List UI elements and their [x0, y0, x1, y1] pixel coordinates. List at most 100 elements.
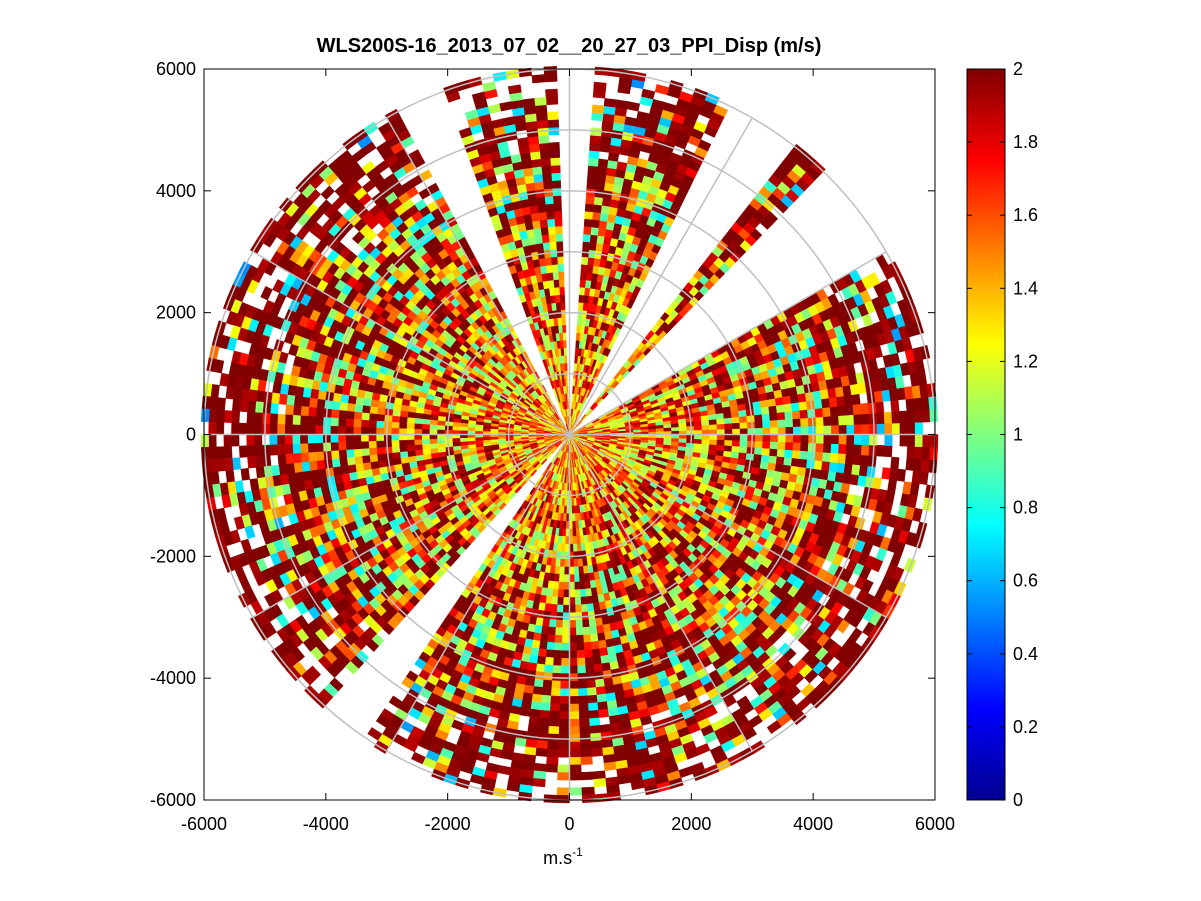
data-cell — [414, 418, 423, 425]
data-cell — [316, 460, 326, 471]
data-cell — [599, 212, 609, 222]
data-cell — [529, 708, 541, 718]
data-cell — [716, 423, 725, 430]
data-cell — [307, 443, 317, 454]
data-cell — [701, 424, 710, 431]
data-cell — [562, 528, 567, 537]
data-cell — [338, 410, 348, 420]
data-cell — [299, 434, 308, 445]
data-cell — [582, 241, 590, 250]
data-cell — [414, 423, 423, 430]
data-cell — [529, 654, 539, 664]
data-cell — [429, 438, 438, 445]
data-cell — [709, 423, 718, 430]
data-cell — [799, 409, 809, 419]
data-cell — [338, 449, 348, 459]
data-cell — [300, 452, 310, 463]
data-cell — [254, 412, 263, 425]
data-cell — [246, 434, 255, 447]
data-cell — [731, 416, 740, 424]
data-cell — [761, 413, 771, 422]
data-cell — [352, 434, 362, 443]
data-cell — [361, 455, 371, 464]
data-cell — [777, 419, 786, 428]
data-cell — [316, 398, 326, 409]
data-cell — [693, 425, 703, 431]
data-cell — [337, 442, 347, 451]
data-cell — [587, 257, 595, 266]
data-cell — [278, 393, 288, 405]
data-cell — [598, 220, 608, 230]
data-cell — [216, 397, 226, 411]
data-cell — [231, 422, 240, 435]
data-cell — [330, 450, 340, 460]
data-cell — [354, 456, 364, 465]
data-cell — [813, 398, 823, 409]
data-cell — [597, 227, 606, 237]
data-cell — [391, 428, 400, 435]
data-cell — [775, 404, 785, 413]
data-cell — [529, 205, 539, 215]
data-cell — [595, 181, 606, 191]
data-cell — [368, 420, 377, 429]
data-cell — [592, 204, 602, 214]
data-cell — [554, 218, 563, 227]
data-cell — [216, 446, 225, 460]
data-cell — [576, 324, 582, 334]
data-cell — [599, 143, 611, 153]
data-cell — [539, 640, 548, 650]
data-cell — [537, 134, 550, 144]
data-cell — [299, 415, 309, 426]
data-cell — [527, 662, 538, 672]
data-cell — [852, 403, 862, 415]
data-cell — [836, 395, 846, 407]
data-cell — [558, 279, 565, 288]
data-cell — [421, 418, 431, 425]
data-cell — [254, 423, 263, 435]
data-cell — [360, 434, 369, 443]
data-cell — [270, 392, 281, 405]
data-cell — [828, 396, 838, 408]
data-cell — [238, 445, 248, 458]
data-cell — [541, 694, 552, 704]
data-cell — [589, 142, 601, 152]
data-cell — [209, 458, 219, 473]
data-cell — [890, 399, 900, 413]
data-cell — [354, 404, 364, 413]
data-cell — [921, 409, 931, 423]
data-cell — [314, 425, 324, 435]
data-cell — [270, 464, 281, 477]
data-cell — [545, 203, 555, 213]
data-cell — [398, 439, 408, 447]
data-cell — [563, 589, 570, 598]
data-cell — [529, 151, 541, 161]
data-cell — [595, 173, 607, 183]
data-cell — [548, 233, 557, 243]
data-cell — [724, 422, 733, 430]
data-cell — [654, 84, 670, 96]
data-cell — [345, 434, 354, 443]
data-cell — [563, 581, 570, 591]
data-cell — [777, 426, 787, 435]
data-cell — [783, 403, 793, 413]
data-cell — [553, 657, 562, 667]
data-cell — [208, 421, 217, 435]
data-cell — [360, 419, 370, 428]
data-cell — [276, 434, 286, 445]
data-cell — [541, 234, 550, 244]
data-cell — [545, 763, 559, 773]
data-cell — [800, 425, 809, 435]
data-cell — [247, 400, 257, 413]
data-cell — [823, 425, 832, 435]
data-cell — [330, 434, 339, 444]
data-cell — [277, 454, 287, 466]
data-cell — [540, 226, 549, 236]
data-cell — [337, 434, 347, 443]
data-cell — [422, 413, 432, 421]
data-cell — [533, 181, 544, 191]
data-cell — [208, 409, 218, 423]
data-cell — [553, 202, 562, 212]
data-cell — [535, 112, 548, 122]
data-cell — [550, 164, 561, 174]
data-cell — [292, 434, 301, 445]
